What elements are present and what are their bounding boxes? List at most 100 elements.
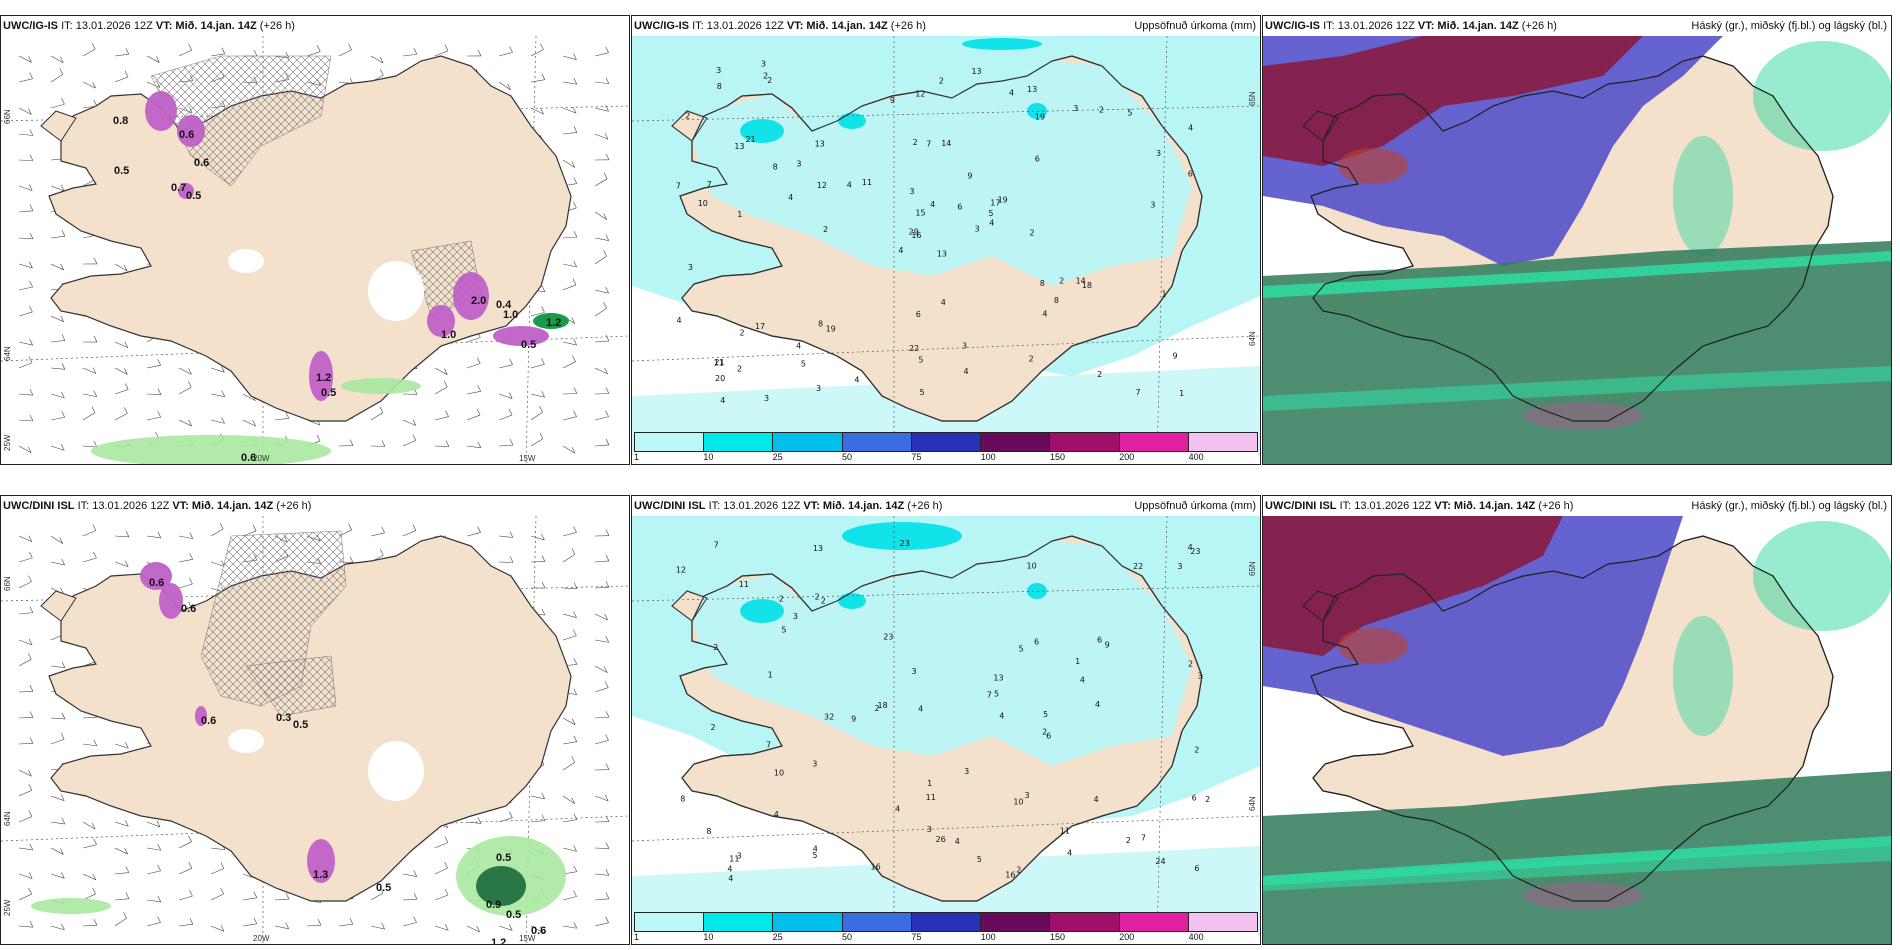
wind-barb-flag bbox=[477, 526, 481, 533]
wind-barb bbox=[466, 532, 481, 537]
wind-barb-flag bbox=[509, 438, 514, 446]
precip-value: 13 bbox=[937, 250, 947, 259]
wind-barb-flag bbox=[92, 367, 97, 374]
precip-value: 4 bbox=[1094, 795, 1099, 804]
wind-barb-flag bbox=[573, 922, 578, 929]
wind-barb bbox=[146, 364, 161, 369]
wind-barb bbox=[50, 340, 65, 343]
wind-barb-flag bbox=[605, 387, 610, 394]
wind-barb-flag bbox=[61, 923, 65, 931]
wind-barb-flag bbox=[29, 606, 34, 613]
precip-value: 26 bbox=[936, 835, 946, 844]
wind-barb-flag bbox=[477, 441, 482, 448]
wind-barb-flag bbox=[349, 917, 354, 925]
wind-barb bbox=[146, 55, 160, 63]
lead-time: (+26 h) bbox=[276, 500, 312, 512]
wind-barb-flag bbox=[29, 280, 33, 288]
wind-barb bbox=[434, 367, 448, 375]
wind-barb-flag bbox=[605, 763, 610, 770]
wind-precip-map: 0.6 0.8 0.6 0.6 0.5 0.7 0.5 2.0 0.4 1.0 1.0 0.5 1.2 0… bbox=[1, 36, 629, 464]
lon-gridline bbox=[1156, 36, 1168, 464]
wind-barb bbox=[530, 411, 543, 421]
precip-value: 23 bbox=[883, 633, 893, 642]
wind-barb-flag bbox=[28, 887, 32, 895]
wind-barb bbox=[594, 237, 609, 241]
precip-value: 22 bbox=[909, 344, 919, 353]
wind-barb bbox=[50, 416, 65, 421]
wind-barb-flag bbox=[605, 334, 610, 342]
iceland-peninsula bbox=[1302, 110, 1339, 142]
precip-over-land bbox=[692, 541, 1192, 766]
wind-barb-flag bbox=[443, 381, 448, 388]
precip-value: 4 bbox=[728, 874, 733, 883]
wind-barb-flag bbox=[605, 438, 610, 446]
precip-value: 4 bbox=[847, 181, 852, 190]
valid-time: Mið. 14.jan. 14Z bbox=[822, 500, 905, 512]
wind-barb bbox=[18, 133, 33, 136]
precip-value: 11 bbox=[926, 793, 936, 802]
wind-barb bbox=[562, 532, 577, 537]
wind-barb bbox=[114, 872, 129, 875]
wind-barb-flag bbox=[572, 106, 577, 114]
precip-value: 4 bbox=[774, 810, 779, 819]
precip-value: 2 bbox=[710, 723, 715, 732]
wind-barb-flag bbox=[59, 56, 64, 63]
panel-header: UWC/DINI ISL IT: 13.01.2026 12Z VT: Mið.… bbox=[1, 496, 629, 516]
wind-barb-flag bbox=[29, 414, 34, 422]
wind-barb bbox=[594, 740, 609, 745]
wind-barb bbox=[18, 362, 33, 369]
wind-barb-flag bbox=[91, 42, 96, 50]
value-label: 0.8 bbox=[113, 115, 128, 127]
precip-value: 16 bbox=[1005, 870, 1015, 879]
wind-barb-flag bbox=[603, 213, 608, 220]
wind-barb bbox=[530, 79, 545, 83]
precip-value: 3 bbox=[912, 667, 917, 676]
wind-barb-flag bbox=[27, 653, 32, 660]
wind-barb bbox=[594, 289, 609, 294]
wind-barb-flag bbox=[605, 234, 610, 241]
wind-barb bbox=[178, 895, 193, 901]
wind-barb bbox=[594, 795, 609, 802]
wind-barb-flag bbox=[92, 524, 97, 531]
wind-barb-flag bbox=[571, 718, 576, 725]
wind-barb bbox=[114, 743, 129, 749]
wind-barb-flag bbox=[605, 581, 610, 588]
wind-barb bbox=[18, 743, 33, 745]
wind-barb bbox=[82, 873, 96, 881]
colorbar-label: 25 bbox=[772, 452, 783, 462]
wind-barb-flag bbox=[188, 43, 192, 51]
precip-value: 7 bbox=[1136, 388, 1141, 397]
wind-barb-flag bbox=[573, 201, 577, 209]
value-label: 0.5 bbox=[186, 190, 201, 202]
wind-barb-flag bbox=[573, 177, 578, 184]
wind-barb-flag bbox=[476, 357, 481, 364]
wind-barb-flag bbox=[571, 447, 576, 454]
wind-barb bbox=[82, 412, 96, 421]
wind-barb-flag bbox=[219, 522, 224, 530]
colorbar-cell bbox=[1188, 913, 1257, 931]
wind-barb-flag bbox=[28, 356, 33, 363]
wind-barb-flag bbox=[572, 278, 577, 285]
snow-area bbox=[307, 839, 335, 883]
wind-barb bbox=[50, 795, 65, 801]
wind-barb bbox=[338, 923, 353, 927]
low-cloud bbox=[1753, 521, 1891, 631]
precip-value: 7 bbox=[766, 741, 771, 750]
wind-barb-flag bbox=[93, 919, 98, 926]
wind-barb-flag bbox=[124, 847, 128, 855]
wind-barb bbox=[18, 107, 32, 115]
wind-barb-flag bbox=[189, 553, 194, 560]
wind-barb bbox=[562, 107, 577, 114]
precip-value: 5 bbox=[994, 690, 999, 699]
wind-barb-flag bbox=[605, 410, 609, 417]
wind-barb bbox=[50, 535, 63, 544]
wind-barb-flag bbox=[28, 872, 33, 879]
wind-barb-flag bbox=[253, 917, 258, 924]
wind-barb bbox=[50, 393, 65, 399]
precip-value: 4 bbox=[918, 704, 923, 713]
precip-value: 3 bbox=[1177, 562, 1182, 571]
high-cloud-patch bbox=[1338, 148, 1408, 184]
wind-precip-map: 0.60.60.60.30.51.30.50.50.90.50.61.21.0 bbox=[1, 516, 629, 944]
high-cloud-patch bbox=[1338, 628, 1408, 664]
precip-value: 12 bbox=[817, 181, 827, 190]
